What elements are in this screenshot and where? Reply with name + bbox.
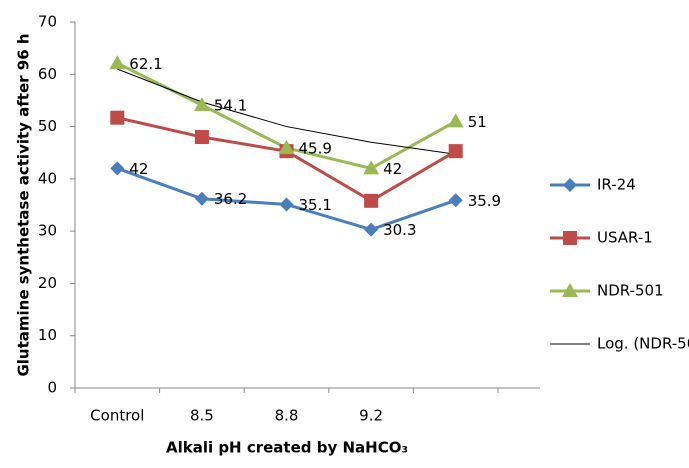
data-label: 62.1 [129, 55, 162, 73]
marker [278, 140, 295, 155]
y-tick-label: 0 [47, 379, 57, 397]
y-tick-label: 60 [38, 65, 57, 83]
legend-label: Log. (NDR-501) [597, 335, 689, 353]
marker [193, 97, 210, 112]
legend-label: NDR-501 [597, 282, 664, 300]
x-tick-label: 8.8 [275, 407, 299, 425]
trendline [117, 68, 456, 155]
y-axis-title: Glutamine synthetase activity after 96 h [15, 33, 33, 376]
data-label: 45.9 [299, 140, 332, 158]
data-label: 42 [383, 160, 402, 178]
marker [364, 193, 379, 208]
legend-label: IR-24 [597, 176, 636, 194]
marker [279, 197, 294, 212]
marker [109, 55, 126, 70]
marker [110, 110, 125, 125]
marker [562, 283, 578, 297]
data-label: 54.1 [214, 97, 247, 115]
x-tick-label: 9.2 [359, 407, 383, 425]
data-label: 36.2 [214, 190, 247, 208]
marker [448, 144, 463, 159]
marker [194, 191, 209, 206]
marker [194, 130, 209, 145]
x-axis-title: Alkali pH created by NaHCO₃ [166, 439, 408, 457]
data-label: 35.9 [468, 192, 501, 210]
marker [364, 222, 379, 237]
x-tick-label: Control [90, 407, 144, 425]
marker [563, 231, 577, 245]
data-label: 42 [129, 160, 148, 178]
marker [110, 161, 125, 176]
marker [563, 178, 577, 192]
marker [363, 160, 380, 175]
marker [448, 193, 463, 208]
data-label: 35.1 [299, 196, 332, 214]
x-tick-label: 8.5 [190, 407, 214, 425]
y-tick-label: 40 [38, 169, 57, 187]
marker [447, 113, 464, 128]
y-tick-label: 20 [38, 274, 57, 292]
legend-label: USAR-1 [597, 229, 653, 247]
data-label: 30.3 [383, 221, 416, 239]
y-tick-label: 30 [38, 222, 57, 240]
y-tick-label: 50 [38, 117, 57, 135]
y-tick-label: 70 [38, 13, 57, 31]
y-tick-label: 10 [38, 326, 57, 344]
series-line [116, 116, 457, 203]
data-label: 51 [468, 113, 487, 131]
